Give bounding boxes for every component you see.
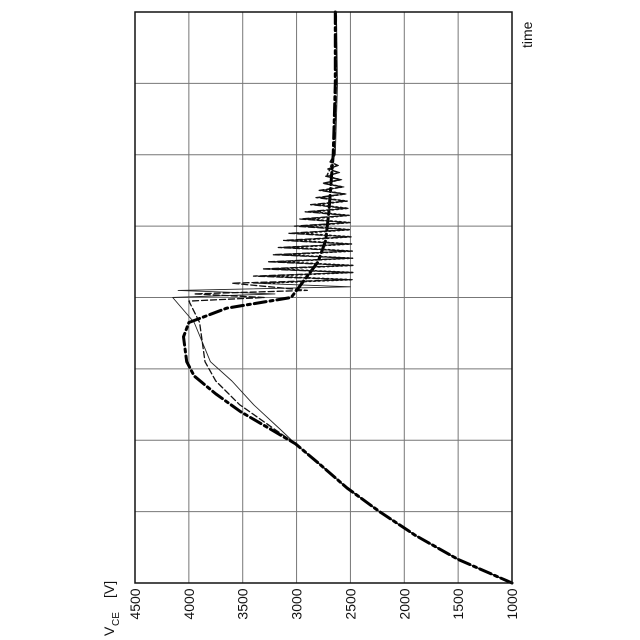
v-axis-label-sub: CE [111, 612, 122, 626]
v-tick-label: 1500 [450, 588, 466, 619]
grid [135, 12, 512, 583]
v-axis-ticks: 4500 4000 3500 3000 2500 2000 1500 1000 [127, 588, 520, 619]
v-axis-label-main: V [101, 626, 117, 636]
v-axis-label-unit: [V] [101, 581, 117, 598]
v-tick-label: 3000 [289, 588, 305, 619]
v-tick-label: 4000 [181, 588, 197, 619]
time-axis-label: time [519, 21, 535, 48]
v-tick-label: 1000 [504, 588, 520, 619]
v-tick-label: 2000 [396, 588, 412, 619]
v-tick-label: 3500 [235, 588, 251, 619]
v-tick-label: 4500 [127, 588, 143, 619]
v-axis-label: V CE [V] [101, 581, 122, 636]
v-tick-label: 2500 [342, 588, 358, 619]
